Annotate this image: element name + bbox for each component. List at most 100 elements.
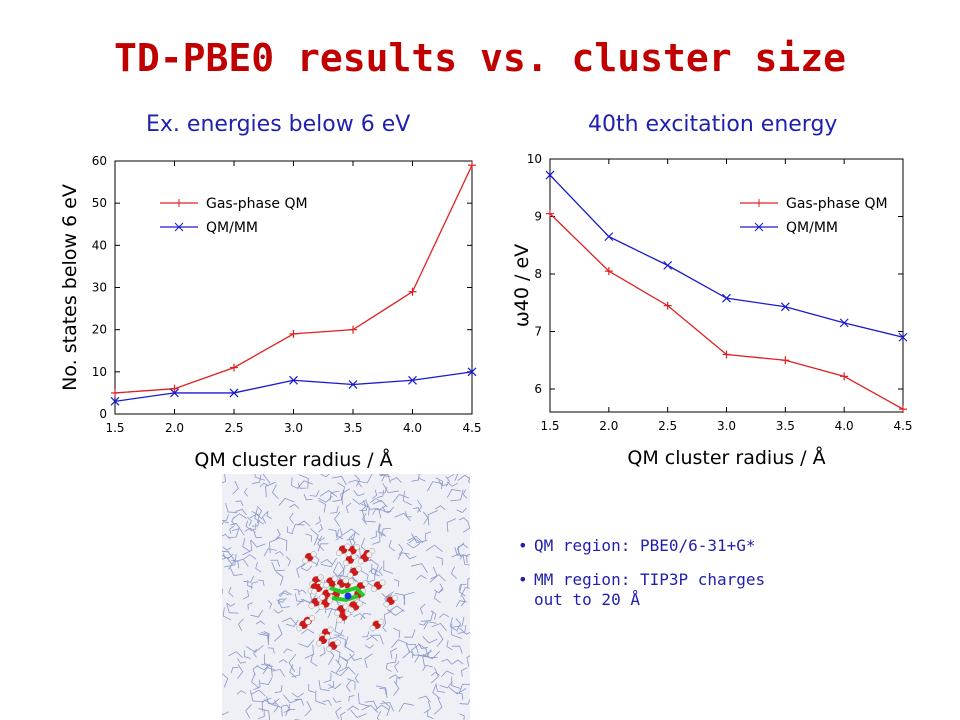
- mm-water: [265, 481, 276, 498]
- qm-water-hydrogen: [335, 550, 342, 557]
- mm-water: [266, 696, 277, 705]
- mm-water: [447, 474, 455, 479]
- mm-water: [336, 600, 345, 607]
- mm-water: [419, 603, 426, 615]
- mm-water: [228, 586, 234, 598]
- legend-label: QM/MM: [786, 220, 838, 236]
- mm-water: [310, 528, 319, 546]
- bullet-mm-region: • MM region: TIP3P charges out to 20 Å: [518, 570, 765, 610]
- mm-water: [249, 513, 263, 520]
- slide-title: TD-PBE0 results vs. cluster size: [113, 36, 847, 80]
- mm-water: [418, 695, 431, 703]
- mm-water: [369, 558, 379, 576]
- mm-water: [332, 697, 342, 703]
- mm-water: [417, 642, 428, 649]
- solute-nitrogen: [344, 592, 352, 600]
- mm-water: [328, 683, 342, 690]
- mm-water: [371, 563, 380, 577]
- data-point-gas-phase-qm: [604, 267, 613, 276]
- mm-water: [281, 617, 298, 626]
- mm-water: [370, 634, 384, 645]
- mm-water: [418, 620, 428, 626]
- mm-water: [286, 619, 299, 627]
- mm-water: [452, 616, 465, 628]
- mm-water: [414, 654, 429, 663]
- mm-water: [411, 563, 428, 574]
- x-axis-label: QM cluster radius / Å: [627, 446, 825, 469]
- mm-water: [388, 539, 396, 552]
- mm-water: [448, 687, 467, 695]
- mm-water: [319, 646, 326, 657]
- mm-water: [274, 551, 284, 556]
- mm-water: [251, 474, 262, 484]
- mm-water: [379, 474, 388, 477]
- mm-water: [278, 590, 292, 596]
- mm-water: [231, 559, 240, 569]
- qm-water-hydrogen: [319, 594, 326, 601]
- data-point-gas-phase-qm: [663, 301, 672, 310]
- mm-water: [261, 511, 268, 524]
- mm-water: [462, 489, 468, 499]
- mm-water: [262, 667, 276, 675]
- mm-water: [450, 566, 457, 579]
- mm-water: [227, 551, 236, 570]
- mm-water: [406, 643, 419, 654]
- mm-water: [418, 649, 432, 658]
- mm-water: [423, 621, 437, 630]
- x-tick-label: 3.0: [284, 421, 303, 435]
- mm-water: [441, 670, 455, 677]
- bullet-qm-region: • QM region: PBE0/6-31+G*: [518, 536, 765, 556]
- mm-water: [395, 676, 404, 685]
- mm-water: [222, 607, 232, 621]
- mm-water: [297, 589, 307, 594]
- mm-water: [393, 627, 401, 639]
- mm-water: [260, 663, 273, 677]
- mm-water: [245, 704, 252, 719]
- data-point-qm-mm: [722, 293, 731, 303]
- mm-water: [332, 561, 342, 580]
- y-tick-label: 0: [99, 407, 107, 421]
- mm-water: [431, 623, 447, 632]
- mm-water: [429, 566, 438, 583]
- mm-water: [353, 613, 366, 619]
- mm-water: [230, 522, 241, 529]
- mm-water: [317, 535, 325, 551]
- mm-water: [262, 474, 271, 484]
- mm-water: [291, 524, 305, 534]
- mm-water: [383, 560, 394, 574]
- mm-water: [294, 593, 305, 603]
- solute-molecule: [331, 594, 359, 603]
- mm-water: [258, 710, 265, 719]
- md-snapshot-image: [222, 474, 470, 720]
- mm-water: [439, 681, 453, 689]
- mm-water: [298, 474, 309, 489]
- mm-water: [283, 704, 290, 713]
- qm-water-hydrogen: [302, 557, 309, 564]
- mm-water: [379, 687, 387, 695]
- water-box-illustration: [222, 474, 470, 720]
- mm-water: [451, 645, 463, 654]
- mm-water: [449, 617, 459, 632]
- mm-water: [423, 700, 431, 714]
- mm-water: [389, 674, 401, 680]
- mm-water: [228, 651, 243, 658]
- bullet-list: • QM region: PBE0/6-31+G* • MM region: T…: [518, 536, 765, 624]
- mm-water: [433, 590, 441, 604]
- mm-water: [338, 636, 346, 648]
- mm-water: [364, 700, 378, 709]
- mm-water: [254, 508, 264, 525]
- mm-water: [320, 474, 330, 478]
- mm-water: [346, 678, 356, 691]
- mm-water: [378, 524, 386, 536]
- qm-water-hydrogen: [357, 558, 364, 565]
- mm-water: [329, 505, 339, 514]
- y-tick-label: 50: [92, 196, 107, 210]
- mm-water: [275, 571, 284, 586]
- qm-water-hydrogen: [348, 606, 355, 613]
- mm-water: [277, 598, 285, 605]
- mm-water: [353, 490, 365, 497]
- mm-water: [243, 554, 257, 560]
- panel-title-left: Ex. energies below 6 eV: [146, 112, 411, 137]
- mm-water: [279, 592, 289, 598]
- qm-water-hydrogen: [311, 588, 318, 595]
